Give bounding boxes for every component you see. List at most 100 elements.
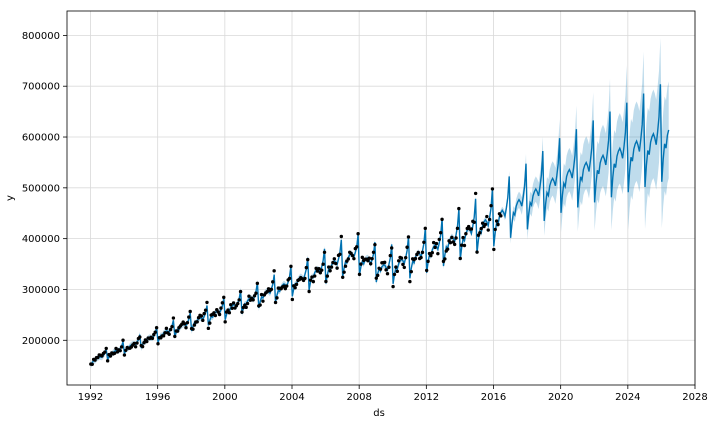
- observed-point: [322, 250, 327, 254]
- observed-point: [171, 316, 176, 320]
- observed-point: [331, 260, 335, 265]
- observed-point: [238, 289, 243, 294]
- y-tick-label: 200000: [22, 336, 60, 347]
- observed-point: [145, 339, 149, 344]
- observed-point: [437, 237, 441, 242]
- observed-point: [153, 330, 157, 334]
- observed-point: [487, 217, 492, 222]
- observed-point: [369, 262, 373, 266]
- observed-point: [112, 351, 117, 355]
- observed-point: [392, 272, 397, 277]
- observed-point: [259, 292, 264, 297]
- observed-point: [227, 311, 232, 315]
- observed-point: [222, 295, 226, 300]
- observed-point: [303, 276, 307, 281]
- observed-point: [472, 220, 476, 224]
- y-tick-label: 800000: [22, 31, 60, 42]
- observed-point: [203, 308, 208, 312]
- observed-point: [245, 301, 250, 306]
- y-tick-label: 500000: [22, 183, 60, 194]
- observed-point: [391, 284, 395, 289]
- y-tick-label: 700000: [22, 82, 60, 93]
- observed-point: [236, 301, 240, 306]
- observed-point: [90, 362, 94, 366]
- observed-point: [490, 187, 495, 191]
- observed-point: [394, 265, 398, 269]
- observed-point: [402, 265, 406, 270]
- observed-point: [357, 272, 362, 277]
- observed-point: [343, 264, 348, 268]
- observed-point: [459, 243, 464, 247]
- observed-point: [223, 320, 227, 324]
- x-tick-label: 2016: [481, 392, 506, 403]
- observed-point: [310, 275, 314, 279]
- observed-point: [154, 326, 159, 330]
- x-tick-label: 2012: [414, 392, 439, 403]
- observed-point: [401, 262, 405, 267]
- observed-point: [429, 253, 433, 258]
- observed-point: [338, 252, 342, 256]
- observed-point: [306, 257, 310, 262]
- observed-point: [436, 251, 440, 256]
- observed-point: [188, 309, 192, 314]
- plot-frame: [66, 10, 696, 386]
- observed-point: [138, 335, 142, 339]
- observed-point: [499, 214, 503, 218]
- y-tick-label: 400000: [22, 234, 60, 245]
- observed-point: [164, 326, 169, 331]
- observed-point: [405, 245, 409, 249]
- x-tick-label: 2000: [212, 392, 237, 403]
- observed-point: [251, 298, 255, 302]
- observed-point: [191, 327, 195, 331]
- observed-points: [89, 187, 503, 366]
- observed-point: [294, 282, 299, 287]
- observed-point: [217, 312, 222, 317]
- observed-point: [254, 291, 258, 295]
- observed-point: [163, 331, 167, 335]
- observed-point: [173, 334, 177, 339]
- observed-point: [206, 326, 211, 331]
- observed-point: [367, 256, 372, 260]
- observed-point: [395, 269, 399, 274]
- observed-point: [434, 241, 439, 246]
- observed-point: [195, 320, 199, 324]
- observed-point: [413, 256, 418, 261]
- observed-point: [156, 342, 160, 346]
- observed-point: [385, 271, 390, 276]
- observed-point: [265, 290, 269, 294]
- observed-point: [313, 274, 317, 278]
- observed-point: [226, 308, 230, 312]
- observed-point: [494, 219, 499, 223]
- observed-point: [473, 191, 478, 196]
- observed-point: [335, 266, 339, 270]
- observed-point: [384, 268, 388, 272]
- observed-point: [304, 265, 309, 270]
- observed-point: [104, 346, 108, 351]
- observed-point: [339, 234, 344, 239]
- observed-point: [290, 297, 295, 302]
- observed-point: [457, 206, 461, 211]
- observed-point: [324, 279, 328, 284]
- observed-point: [96, 355, 100, 360]
- observed-point: [199, 314, 204, 318]
- observed-point: [231, 301, 236, 305]
- observed-point: [464, 231, 468, 236]
- observed-point: [374, 276, 378, 280]
- observed-point: [220, 301, 225, 305]
- observed-point: [213, 313, 218, 318]
- observed-point: [352, 256, 356, 261]
- observed-point: [332, 257, 337, 261]
- observed-point: [450, 235, 454, 240]
- observed-point: [423, 226, 427, 231]
- observed-point: [420, 250, 425, 255]
- observed-point: [132, 341, 136, 346]
- observed-point: [182, 322, 187, 326]
- observed-point: [252, 294, 257, 298]
- observed-point: [133, 345, 138, 349]
- observed-point: [283, 286, 288, 291]
- observed-point: [409, 269, 413, 274]
- observed-point: [184, 326, 188, 330]
- observed-point: [492, 247, 496, 252]
